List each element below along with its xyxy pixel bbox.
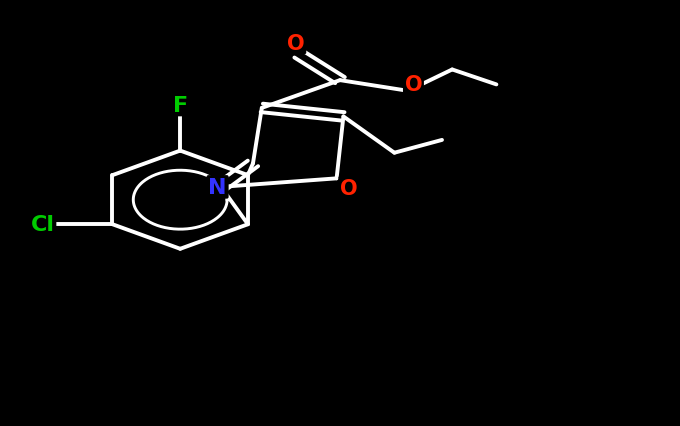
Text: F: F bbox=[173, 95, 188, 115]
Text: N: N bbox=[208, 178, 227, 197]
Text: Cl: Cl bbox=[31, 215, 54, 235]
Text: O: O bbox=[287, 34, 305, 53]
Text: O: O bbox=[340, 178, 358, 198]
Text: O: O bbox=[405, 75, 422, 95]
